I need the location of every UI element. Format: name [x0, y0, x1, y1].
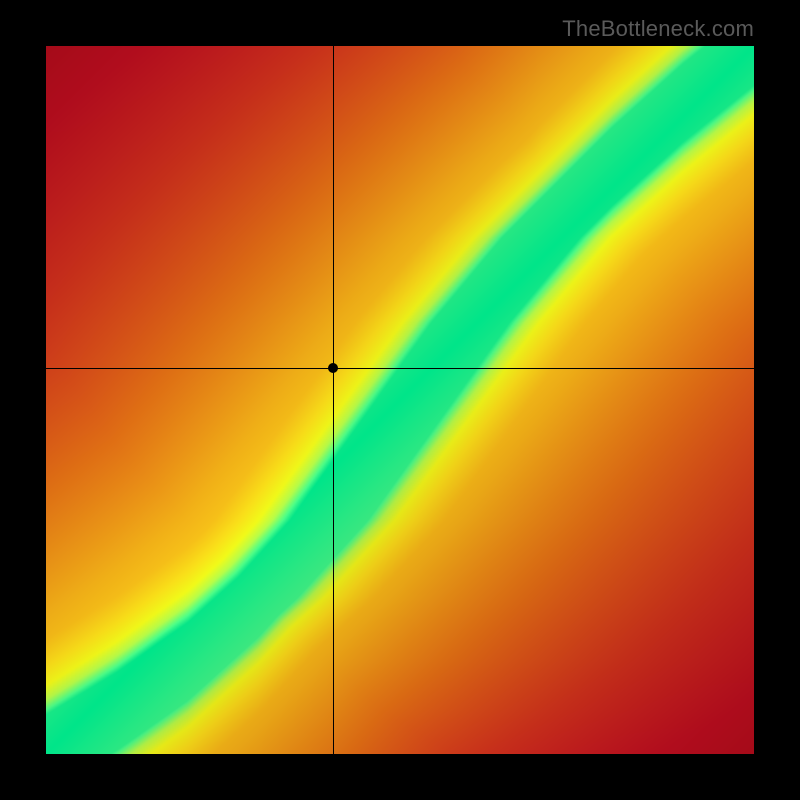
crosshair-horizontal	[46, 368, 754, 369]
heatmap-canvas	[46, 46, 754, 754]
crosshair-marker	[328, 363, 338, 373]
plot-area	[46, 46, 754, 754]
watermark-text: TheBottleneck.com	[562, 16, 754, 42]
chart-container: TheBottleneck.com	[0, 0, 800, 800]
crosshair-vertical	[333, 46, 334, 754]
